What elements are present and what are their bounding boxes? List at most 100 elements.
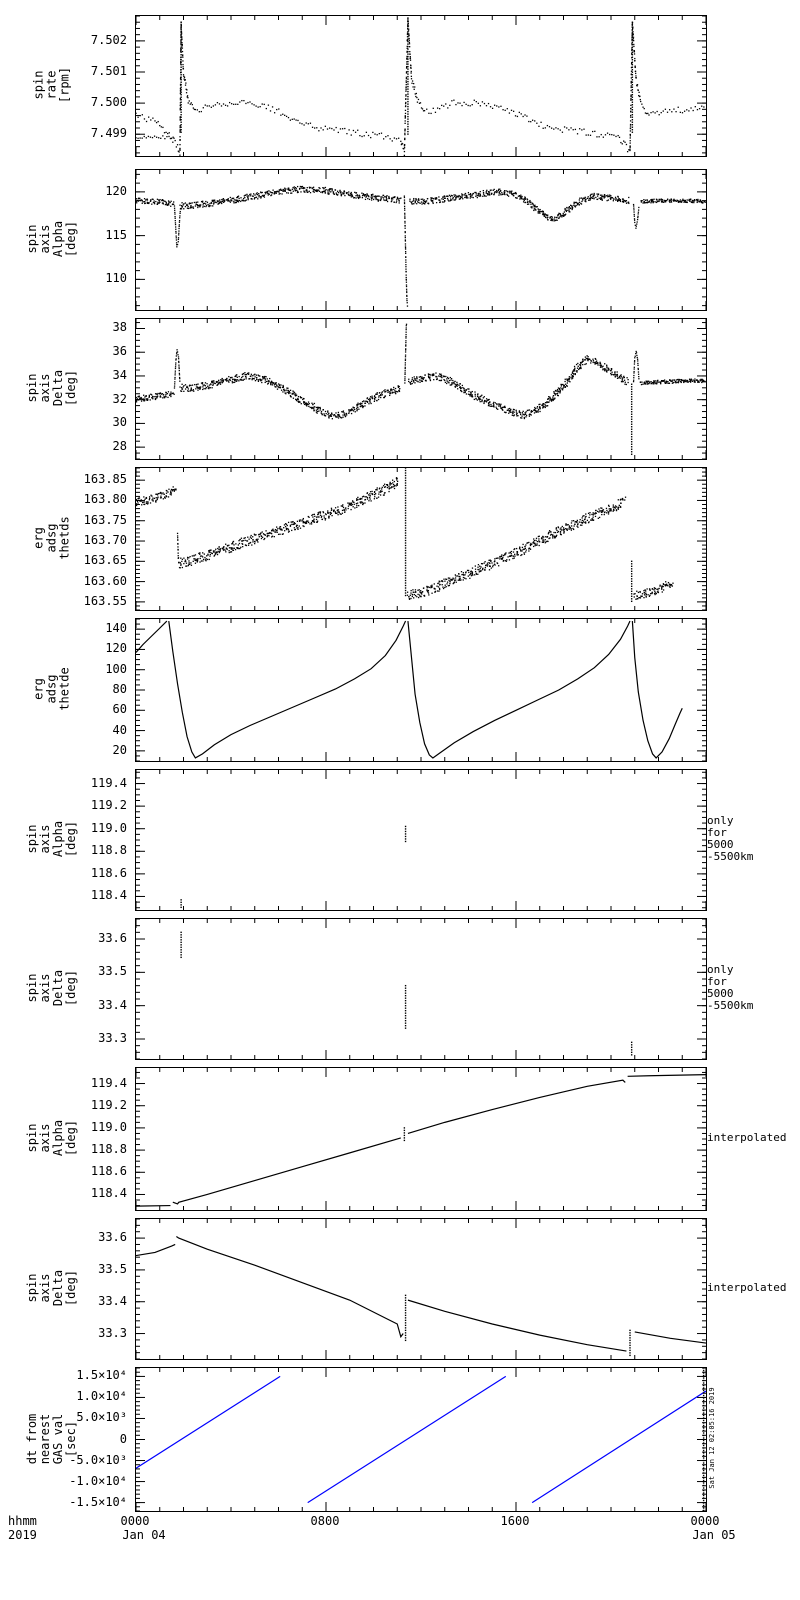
y-axis-title-alpha-5000km: spin axis Alpha [deg]: [25, 820, 78, 858]
y-tick-label: 118.8: [90, 1142, 127, 1157]
y-tick-label: 163.70: [83, 533, 127, 548]
panel-alpha-interpolated: [135, 1067, 707, 1211]
y-tick-label: 119.2: [90, 1097, 127, 1112]
y-tick-label: 40: [112, 722, 127, 737]
panel-delta-5000km: [135, 918, 707, 1060]
y-tick-label: 1.5×10⁴: [76, 1368, 127, 1383]
y-tick-label: 140: [105, 621, 127, 636]
y-axis-title-erg-adsg-thetds: erg adsg thetds: [31, 516, 72, 560]
y-tick-label: 163.60: [83, 573, 127, 588]
panel-erg-adsg-thetde: [135, 618, 707, 762]
y-tick-label: 7.501: [90, 64, 127, 78]
y-tick-label: 163.75: [83, 512, 127, 527]
x-tick-label: 0800: [310, 1514, 340, 1528]
y-tick-label: 80: [112, 682, 127, 696]
y-tick-label: 5.0×10³: [76, 1410, 127, 1425]
x-tick-label: 0000: [120, 1514, 150, 1528]
y-tick-label: 119.4: [90, 775, 127, 790]
x-tick-0000-jan05: 0000 Jan 05: [663, 1514, 747, 1542]
y-tick-label: 118.4: [90, 888, 127, 903]
y-tick-label: 33.4: [98, 1293, 127, 1308]
y-tick-label: 118.8: [90, 843, 127, 858]
y-tick-label: -1.5×10⁴: [69, 1494, 127, 1509]
panel-canvas-spin-axis-delta: [136, 319, 706, 459]
y-tick-label: 33.5: [98, 1261, 127, 1276]
panel-canvas-spin-axis-alpha: [136, 170, 706, 310]
x-tick-0800: 0800: [283, 1514, 367, 1528]
y-tick-label: 30: [112, 415, 127, 430]
y-tick-label: 118.6: [90, 1164, 127, 1179]
panel-spin-axis-delta: [135, 318, 707, 460]
x-axis-corner-label: hhmm 2019: [8, 1514, 37, 1542]
x-tick-1600: 1600: [473, 1514, 557, 1528]
panel-canvas-dt-gas: [136, 1368, 706, 1511]
y-tick-label: 33.6: [98, 1230, 127, 1245]
panel-canvas-spin-rate: [136, 16, 706, 156]
right-annotation-delta-interpolated: interpolated: [707, 1281, 787, 1294]
y-axis-title-dt-gas: dt from nearest GAS val [sec]: [25, 1413, 78, 1464]
x-tick-sublabel: Jan 05: [692, 1528, 736, 1542]
y-axis-title-spin-axis-alpha: spin axis Alpha [deg]: [25, 220, 78, 258]
right-annotation-alpha-interpolated: interpolated: [707, 1131, 787, 1144]
y-tick-label: 163.85: [83, 472, 127, 487]
y-axis-title-erg-adsg-thetde: erg adsg thetde: [31, 667, 72, 711]
panel-dt-gas: [135, 1367, 707, 1512]
x-tick-label: 1600: [500, 1514, 530, 1528]
y-tick-label: 119.0: [90, 1119, 127, 1134]
y-tick-label: 7.500: [90, 95, 127, 110]
y-tick-label: 163.65: [83, 553, 127, 568]
y-tick-label: 119.2: [90, 798, 127, 813]
y-tick-label: 115: [105, 227, 127, 242]
panel-delta-interpolated: [135, 1218, 707, 1360]
y-tick-label: 7.502: [90, 32, 127, 47]
y-tick-label: 119.4: [90, 1075, 127, 1090]
panel-canvas-erg-adsg-thetde: [136, 619, 706, 761]
y-tick-label: 120: [105, 183, 127, 198]
y-tick-label: 118.4: [90, 1186, 127, 1201]
x-tick-sublabel: Jan 04: [122, 1528, 166, 1542]
panel-canvas-delta-interpolated: [136, 1219, 706, 1359]
x-axis-year-label: 2019: [8, 1528, 37, 1542]
right-annotation-alpha-5000km: only for 5000 -5500km: [707, 814, 754, 863]
x-tick-0000-jan04: 0000 Jan 04: [93, 1514, 177, 1542]
y-tick-label: 38: [112, 320, 127, 335]
y-tick-label: 120: [105, 641, 127, 656]
panel-erg-adsg-thetds: [135, 467, 707, 611]
y-tick-label: 36: [112, 344, 127, 359]
panel-canvas-delta-5000km: [136, 919, 706, 1059]
y-tick-label: 100: [105, 661, 127, 676]
y-tick-label: 34: [112, 367, 127, 382]
panel-alpha-5000km: [135, 769, 707, 911]
panel-spin-axis-alpha: [135, 169, 707, 311]
panel-canvas-alpha-5000km: [136, 770, 706, 910]
y-tick-label: 118.6: [90, 865, 127, 880]
y-tick-label: 33.4: [98, 997, 127, 1012]
y-axis-title-delta-5000km: spin axis Delta [deg]: [25, 969, 78, 1007]
y-axis-title-spin-axis-delta: spin axis Delta [deg]: [25, 369, 78, 407]
plot-timestamp: Sat Jan 12 02:05:16 2019: [708, 1387, 716, 1489]
y-tick-label: 163.55: [83, 593, 127, 608]
y-tick-label: 110: [105, 271, 127, 286]
y-tick-label: 33.6: [98, 931, 127, 945]
right-annotation-delta-5000km: only for 5000 -5500km: [707, 963, 754, 1012]
y-axis-title-spin-rate: spin rate [rpm]: [31, 66, 72, 104]
y-tick-label: 32: [112, 391, 127, 406]
x-tick-label: 0000: [690, 1514, 720, 1528]
y-tick-label: -5.0×10³: [69, 1452, 127, 1467]
y-tick-label: 20: [112, 742, 127, 757]
panel-spin-rate: [135, 15, 707, 157]
y-tick-label: 0: [119, 1431, 127, 1446]
y-tick-label: 33.5: [98, 964, 127, 979]
y-tick-label: 7.499: [90, 126, 127, 141]
panel-canvas-alpha-interpolated: [136, 1068, 706, 1210]
y-tick-label: 33.3: [98, 1031, 127, 1045]
y-tick-label: 119.0: [90, 820, 127, 835]
y-axis-title-delta-interpolated: spin axis Delta [deg]: [25, 1269, 78, 1307]
y-tick-label: 163.80: [83, 492, 127, 507]
y-tick-label: -1.0×10⁴: [69, 1473, 127, 1488]
panel-canvas-erg-adsg-thetds: [136, 468, 706, 610]
y-tick-label: 1.0×10⁴: [76, 1389, 127, 1404]
x-axis-unit-label: hhmm: [8, 1514, 37, 1528]
y-axis-title-alpha-interpolated: spin axis Alpha [deg]: [25, 1119, 78, 1157]
